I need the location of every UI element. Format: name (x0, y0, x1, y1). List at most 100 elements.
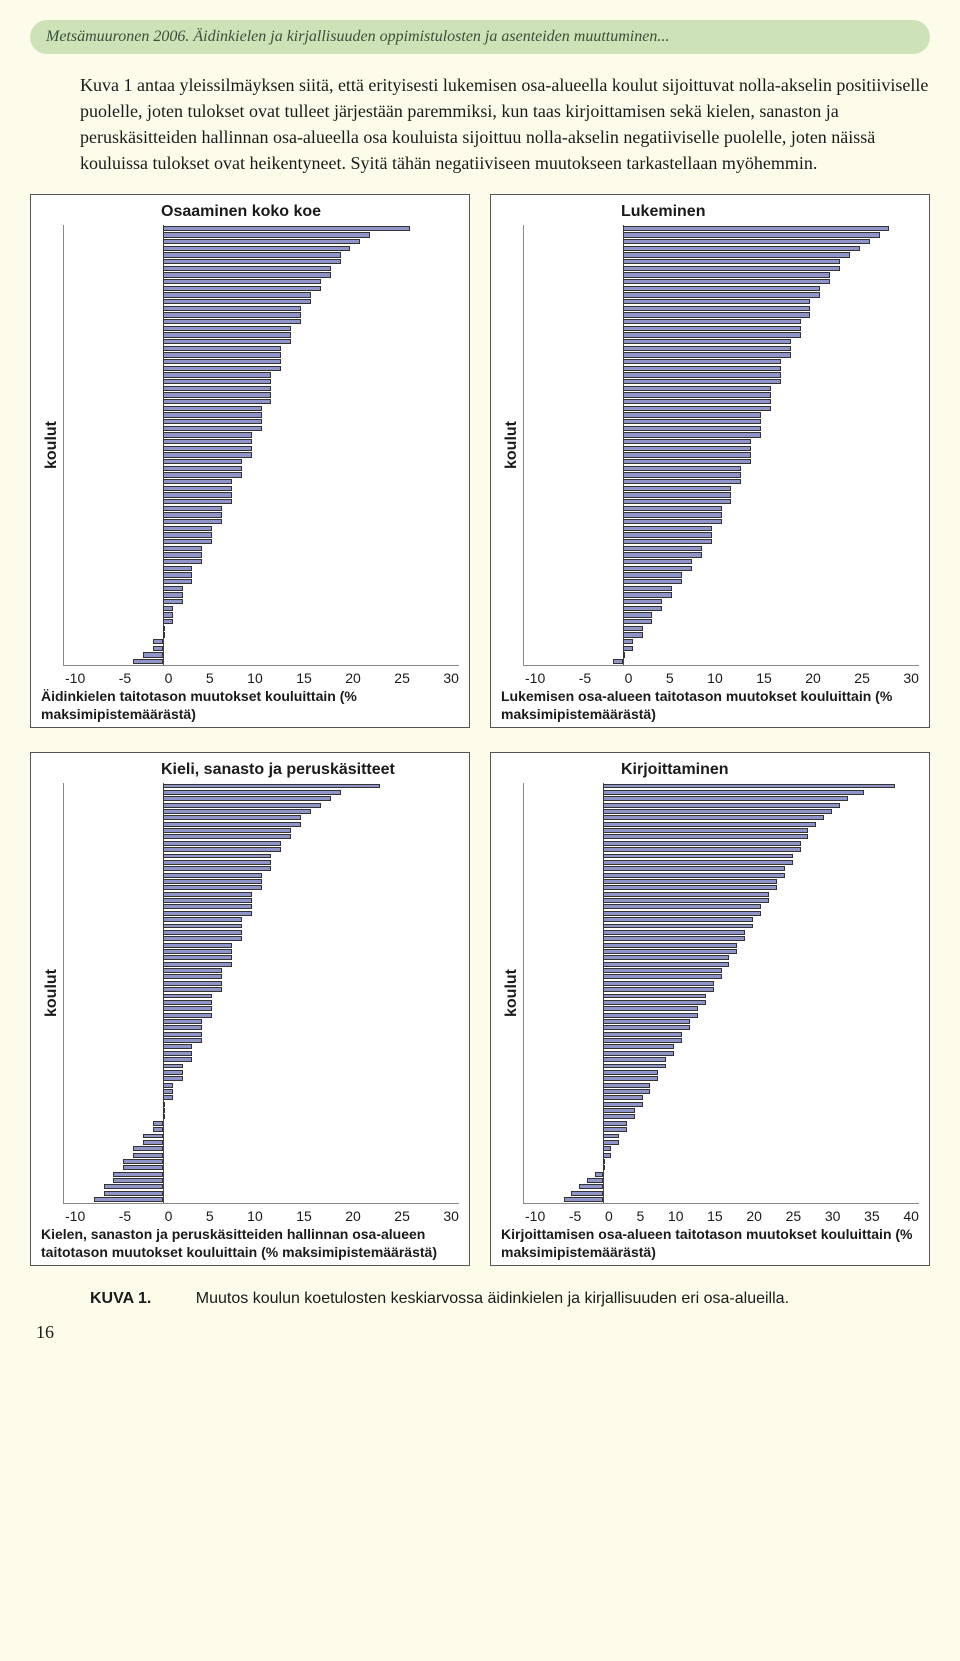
bar (163, 252, 341, 257)
bar (623, 272, 830, 277)
bar (623, 279, 830, 284)
bar (603, 1153, 611, 1158)
bar (163, 519, 222, 524)
bar (623, 392, 771, 397)
bar (603, 854, 793, 859)
x-tick: -10 (525, 670, 545, 686)
x-tick: 0 (625, 670, 633, 686)
bar (163, 486, 232, 491)
bar (104, 1191, 163, 1196)
bar (163, 452, 252, 457)
x-tick: -10 (65, 670, 85, 686)
bar (603, 1064, 666, 1069)
bar (163, 1013, 212, 1018)
bar (143, 652, 163, 657)
bar (133, 1153, 163, 1158)
y-axis-label: koulut (41, 225, 63, 666)
bar (163, 1038, 203, 1043)
bar (163, 232, 370, 237)
x-tick: 20 (805, 670, 821, 686)
bar (163, 412, 262, 417)
bar (163, 272, 331, 277)
bar (163, 968, 222, 973)
bar (603, 994, 706, 999)
bar (163, 326, 291, 331)
x-tick: -5 (119, 1208, 131, 1224)
bar (603, 1159, 605, 1164)
bar (564, 1197, 604, 1202)
bar (163, 459, 242, 464)
bar (163, 936, 242, 941)
chart-title: Kieli, sanasto ja peruskäsitteet (161, 761, 459, 779)
bar (603, 784, 895, 789)
bar (163, 419, 262, 424)
bar (163, 1025, 203, 1030)
bar (623, 346, 791, 351)
bar (603, 968, 722, 973)
bar (163, 803, 321, 808)
x-tick: -10 (525, 1208, 545, 1224)
x-tick: -5 (569, 1208, 581, 1224)
bar (163, 892, 252, 897)
x-tick: 0 (165, 1208, 173, 1224)
bar (603, 1146, 611, 1151)
bar (623, 499, 732, 504)
bar (603, 879, 777, 884)
x-tick: 10 (668, 1208, 684, 1224)
bar (623, 426, 761, 431)
charts-row-2: Kieli, sanasto ja peruskäsitteetkoulut-1… (30, 752, 930, 1266)
bar (603, 924, 753, 929)
bar (163, 822, 301, 827)
bar (163, 834, 291, 839)
bar (163, 898, 252, 903)
bar (163, 885, 262, 890)
bar (163, 506, 222, 511)
bar (623, 612, 653, 617)
bar (163, 1057, 193, 1062)
bar (163, 1114, 165, 1119)
bar (163, 841, 282, 846)
bar (603, 1019, 690, 1024)
bar (163, 1070, 183, 1075)
bar (603, 1108, 635, 1113)
bar (623, 606, 663, 611)
bar (603, 955, 729, 960)
bar (603, 1083, 650, 1088)
x-tick: 10 (247, 1208, 263, 1224)
chart-kieli: Kieli, sanasto ja peruskäsitteetkoulut-1… (30, 752, 470, 1266)
x-tick: 35 (864, 1208, 880, 1224)
x-tick: 25 (854, 670, 870, 686)
bar (603, 1013, 698, 1018)
bar (163, 943, 232, 948)
bar (603, 911, 761, 916)
bar (113, 1178, 162, 1183)
bar (623, 366, 781, 371)
bar (571, 1191, 603, 1196)
bar (163, 226, 410, 231)
bar (163, 612, 173, 617)
bar (153, 646, 163, 651)
bar (123, 1159, 163, 1164)
bar (603, 796, 848, 801)
bar (623, 532, 712, 537)
x-tick: 25 (786, 1208, 802, 1224)
bar (623, 559, 692, 564)
bar (163, 432, 252, 437)
charts-row-1: Osaaminen koko koekoulut-10-505101520253… (30, 194, 930, 728)
bar (623, 419, 761, 424)
bar (163, 479, 232, 484)
bar (153, 639, 163, 644)
bar (163, 974, 222, 979)
chart-osaaminen: Osaaminen koko koekoulut-10-505101520253… (30, 194, 470, 728)
bar (623, 286, 821, 291)
bar (603, 987, 714, 992)
chart-title: Lukeminen (621, 203, 919, 221)
bar (133, 659, 163, 664)
bar (133, 1146, 163, 1151)
x-tick: 20 (345, 670, 361, 686)
bar (603, 1134, 619, 1139)
bar (163, 815, 301, 820)
bar (623, 399, 771, 404)
bar (623, 339, 791, 344)
bar (603, 981, 714, 986)
